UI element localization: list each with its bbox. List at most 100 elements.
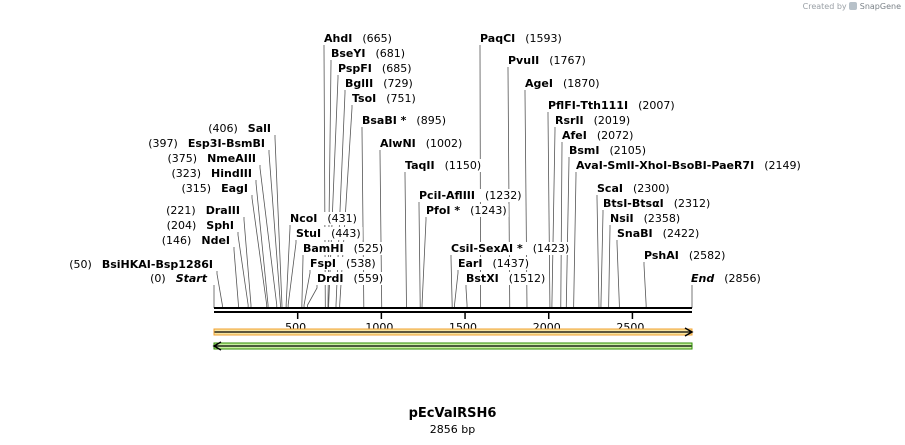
site-leader [361, 127, 365, 308]
site-bstxi[interactable]: BstXI (1512) [464, 272, 548, 285]
site-label-bg [288, 212, 359, 225]
site-avai[interactable]: AvaI - SmlI - XhoI - BsoBI - PaeR7I (2149… [574, 159, 803, 172]
site-scai[interactable]: ScaI (2300) [595, 182, 672, 195]
site-agei[interactable]: AgeI (1870) [523, 77, 602, 90]
site-bsabi[interactable]: BsaBI * (895) [360, 114, 449, 127]
site-fspi[interactable]: FspI (538) [308, 257, 378, 270]
site-leader [547, 112, 551, 308]
site-label-bg [546, 99, 677, 112]
site-pfoi[interactable]: PfoI * (1243) [424, 204, 509, 217]
site-pvuii[interactable]: PvuII (1767) [506, 54, 588, 67]
site-position: (2358) [644, 212, 681, 225]
site-bglii[interactable]: BglII (729) [343, 77, 415, 90]
site-leader [243, 217, 252, 308]
forward-feature-arrow[interactable] [213, 327, 694, 337]
site-position: (443) [331, 227, 361, 240]
site-afei[interactable]: AfeI (2072) [560, 129, 636, 142]
site-pspfi[interactable]: PspFI (685) [336, 62, 414, 75]
site-position: (146) [162, 234, 192, 247]
site-snabi[interactable]: SnaBI (2422) [615, 227, 702, 240]
site-name: PflFI [548, 99, 576, 112]
site-pcii[interactable]: PciI - AflIII (1232) [417, 189, 524, 202]
site-name: HindIII [211, 167, 252, 180]
site-position: (665) [362, 32, 392, 45]
site-start[interactable]: Start (0) [148, 272, 209, 285]
site-name-separator: - [151, 258, 156, 271]
site-btsi[interactable]: BtsI - BtsαI (2312) [601, 197, 713, 210]
site-name: DraIII [206, 204, 240, 217]
site-name: BsmBI [226, 137, 265, 150]
site-eari[interactable]: EarI (1437) [456, 257, 532, 270]
site-name: SmlI [607, 159, 634, 172]
site-leader [454, 270, 459, 308]
site-eagi[interactable]: EagI (315) [179, 182, 251, 195]
site-name: PaeR7I [711, 159, 754, 172]
site-nmeaiii[interactable]: NmeAIII (375) [165, 152, 258, 165]
site-name: SnaBI [617, 227, 653, 240]
site-bsmi[interactable]: BsmI (2105) [567, 144, 649, 157]
site-position: (431) [327, 212, 357, 225]
site-name: ScaI [597, 182, 623, 195]
site-leader [339, 105, 353, 308]
site-label-bg [148, 272, 209, 285]
site-labels: AhdI (665) BseYI (681) PspFI (685) BglII (729) T… [67, 32, 803, 285]
site-alwni[interactable]: AlwNI (1002) [378, 137, 465, 150]
site-label-bg [608, 212, 683, 225]
site-stui[interactable]: StuI (443) [294, 227, 363, 240]
site-sali[interactable]: SalI (406) [206, 122, 273, 135]
site-taqii[interactable]: TaqII (1150) [403, 159, 484, 172]
site-leader-lines [213, 45, 693, 308]
site-leader [285, 225, 291, 308]
site-leader [323, 45, 326, 308]
site-label-bg [360, 114, 449, 127]
site-name: BtsI [603, 197, 627, 210]
site-leader [287, 240, 297, 308]
site-bsihkai[interactable]: BsiHKAI - Bsp1286I (50) [67, 258, 215, 271]
snapgene-logo-icon [849, 2, 858, 10]
site-leader [255, 180, 269, 308]
site-name-separator: - [667, 159, 672, 172]
site-drdi[interactable]: DrdI (559) [315, 272, 386, 285]
site-position: (559) [354, 272, 384, 285]
site-position: (2019) [594, 114, 631, 127]
site-esp3i[interactable]: Esp3I - BsmBI (397) [146, 137, 267, 150]
site-leader [251, 195, 268, 308]
site-draiii[interactable]: DraIII (221) [164, 204, 242, 217]
site-position: (895) [416, 114, 446, 127]
plasmid-size: 2856 bp [429, 423, 476, 436]
site-position: (204) [167, 219, 197, 232]
site-position: (681) [375, 47, 405, 60]
site-label-bg [642, 249, 728, 262]
site-leader [237, 232, 249, 308]
site-name: NcoI [290, 212, 317, 225]
site-ndei[interactable]: NdeI (146) [159, 234, 232, 247]
site-leader [507, 67, 511, 308]
site-name: Start [176, 272, 208, 285]
site-sphi[interactable]: SphI (204) [164, 219, 236, 232]
site-bseyi[interactable]: BseYI (681) [329, 47, 408, 60]
site-pflfi[interactable]: PflFI - Tth111I (2007) [546, 99, 677, 112]
site-name-separator: - [222, 137, 227, 150]
site-name: NdeI [201, 234, 230, 247]
site-hindiii[interactable]: HindIII (323) [169, 167, 254, 180]
site-ncoi[interactable]: NcoI (431) [288, 212, 359, 225]
site-nsii[interactable]: NsiI (2358) [608, 212, 683, 225]
reverse-feature-arrow[interactable] [212, 341, 693, 351]
site-ahdi[interactable]: AhdI (665) [322, 32, 394, 45]
site-name: BamHI [303, 242, 344, 255]
site-name-separator: - [603, 159, 608, 172]
site-csii[interactable]: CsiI - SexAI * (1423) [449, 242, 572, 255]
site-label-bg [615, 227, 702, 240]
site-rsrii[interactable]: RsrII (2019) [553, 114, 633, 127]
site-bamhi[interactable]: BamHI (525) [301, 242, 386, 255]
site-name: RsrII [555, 114, 584, 127]
site-name: SphI [206, 219, 234, 232]
site-tsoi[interactable]: TsoI (751) [350, 92, 418, 105]
site-label-bg [67, 258, 215, 271]
site-pshai[interactable]: PshAI (2582) [642, 249, 728, 262]
site-label-bg [336, 62, 414, 75]
site-name: PvuII [508, 54, 539, 67]
site-end[interactable]: End (2856) [689, 272, 763, 285]
site-paqci[interactable]: PaqCI (1593) [478, 32, 564, 45]
